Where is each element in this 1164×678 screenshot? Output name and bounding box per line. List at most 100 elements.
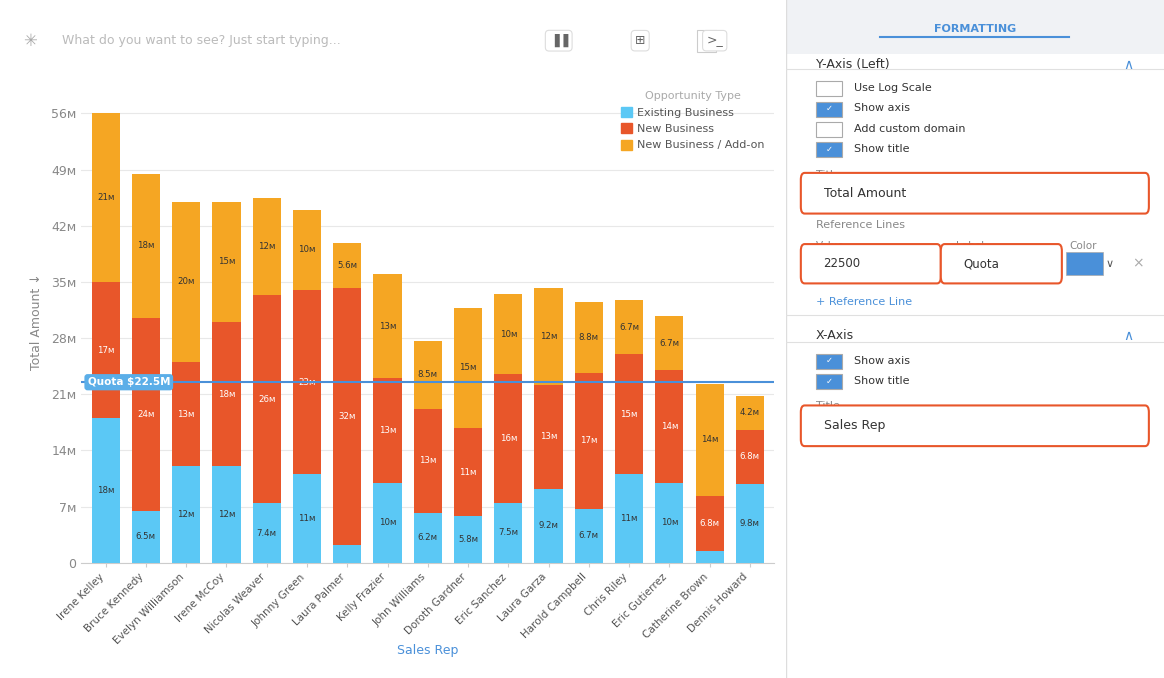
Bar — [92, 418, 120, 563]
Bar — [696, 551, 724, 563]
Text: 12м: 12м — [177, 510, 194, 519]
Text: 18м: 18м — [97, 486, 114, 495]
Bar — [736, 484, 764, 563]
Text: 10м: 10м — [499, 330, 517, 338]
Text: Quota $22.5M: Quota $22.5M — [87, 377, 170, 387]
Text: 14м: 14м — [701, 435, 718, 445]
FancyBboxPatch shape — [816, 102, 843, 117]
Text: Total Amount: Total Amount — [824, 186, 906, 200]
Bar — [655, 317, 683, 370]
Bar — [293, 475, 321, 563]
Text: 6.2м: 6.2м — [418, 534, 438, 542]
Text: ✓: ✓ — [825, 376, 832, 386]
Bar — [696, 384, 724, 496]
Text: ▶: ▶ — [702, 34, 712, 47]
FancyBboxPatch shape — [1066, 252, 1103, 275]
Bar — [534, 489, 562, 563]
FancyBboxPatch shape — [941, 244, 1062, 283]
Bar — [172, 362, 200, 466]
FancyBboxPatch shape — [816, 374, 843, 389]
Bar — [253, 199, 281, 295]
Bar — [413, 409, 442, 513]
Text: 24м: 24м — [137, 410, 155, 419]
Text: 9.8м: 9.8м — [740, 519, 760, 528]
FancyBboxPatch shape — [801, 405, 1149, 446]
FancyBboxPatch shape — [816, 122, 843, 137]
Text: 16м: 16м — [499, 434, 517, 443]
Text: 15м: 15м — [620, 410, 638, 419]
Text: Sales Rep: Sales Rep — [397, 644, 459, 658]
Bar — [333, 545, 361, 563]
Bar — [495, 294, 523, 374]
Text: Label: Label — [956, 241, 984, 251]
Text: 32м: 32м — [339, 412, 356, 421]
Text: 17м: 17м — [97, 346, 114, 355]
Text: 21м: 21м — [97, 193, 114, 202]
Bar — [212, 202, 241, 322]
Text: Reference Lines: Reference Lines — [816, 220, 904, 231]
Text: 18м: 18м — [218, 390, 235, 399]
FancyBboxPatch shape — [816, 81, 843, 96]
Text: Quota: Quota — [964, 257, 1000, 271]
Bar — [92, 282, 120, 418]
Bar — [333, 288, 361, 545]
Text: 20м: 20м — [177, 277, 194, 286]
Text: ✳: ✳ — [23, 32, 37, 49]
Bar — [92, 113, 120, 282]
Bar — [293, 290, 321, 475]
Bar — [132, 174, 159, 318]
Text: 4.2м: 4.2м — [740, 408, 760, 417]
Text: 22500: 22500 — [824, 257, 860, 271]
Text: 18м: 18м — [137, 241, 155, 250]
Text: 15м: 15м — [218, 258, 235, 266]
Text: Show title: Show title — [854, 376, 909, 386]
Text: 7.5м: 7.5м — [498, 528, 518, 537]
Bar — [454, 428, 482, 516]
Bar — [495, 502, 523, 563]
Bar — [253, 295, 281, 503]
Text: >_: >_ — [707, 34, 723, 47]
FancyBboxPatch shape — [786, 0, 1164, 54]
Text: Color: Color — [1070, 241, 1096, 251]
Bar — [575, 302, 603, 373]
Text: 13м: 13м — [177, 410, 194, 419]
FancyBboxPatch shape — [801, 244, 941, 283]
Text: 13м: 13м — [540, 433, 558, 441]
Bar — [534, 384, 562, 489]
Bar — [736, 430, 764, 484]
Text: Sales Rep: Sales Rep — [824, 419, 885, 433]
Text: 17м: 17м — [580, 436, 597, 445]
Bar — [212, 466, 241, 563]
Text: Y-Axis (Left): Y-Axis (Left) — [816, 58, 889, 71]
Text: What do you want to see? Just start typing...: What do you want to see? Just start typi… — [62, 34, 341, 47]
FancyBboxPatch shape — [801, 173, 1149, 214]
Text: ▐▐: ▐▐ — [549, 34, 568, 47]
Bar — [655, 483, 683, 563]
Bar — [736, 396, 764, 430]
Text: ×: × — [1131, 257, 1143, 271]
Bar — [413, 513, 442, 563]
Bar — [495, 374, 523, 502]
Text: 10м: 10м — [661, 518, 679, 527]
Text: 5.8м: 5.8м — [457, 535, 478, 544]
Text: ⊞: ⊞ — [634, 34, 646, 47]
Bar — [696, 496, 724, 551]
Text: 6.5м: 6.5м — [136, 532, 156, 541]
Text: Show axis: Show axis — [854, 356, 910, 365]
Text: 8.8м: 8.8м — [579, 333, 599, 342]
Y-axis label: Total Amount ↓: Total Amount ↓ — [30, 274, 43, 370]
Text: 14м: 14м — [661, 422, 679, 431]
Text: FORMATTING: FORMATTING — [934, 24, 1016, 34]
Text: 13м: 13м — [378, 321, 396, 331]
Bar — [374, 378, 402, 483]
Bar — [333, 243, 361, 288]
Text: 11м: 11м — [298, 514, 315, 523]
Bar — [454, 308, 482, 428]
Text: ✓: ✓ — [825, 104, 832, 113]
Text: 6.7м: 6.7м — [659, 339, 680, 348]
Bar — [575, 509, 603, 563]
Bar — [615, 354, 644, 475]
Bar — [413, 340, 442, 409]
Bar — [172, 466, 200, 563]
Bar — [374, 483, 402, 563]
